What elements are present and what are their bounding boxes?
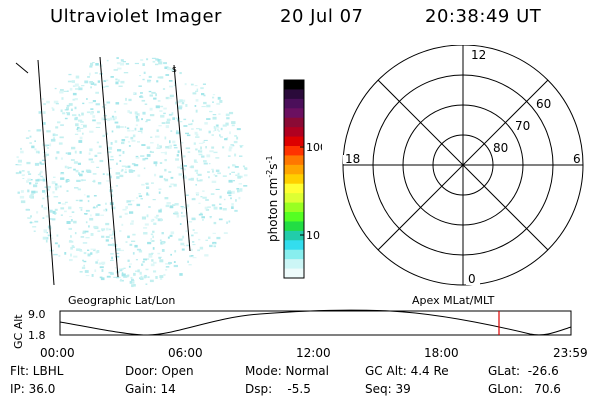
uv-image-panel: s <box>15 56 248 288</box>
mlt-label-bottom: 0 <box>468 272 476 286</box>
altitude-y-tick: 1.8 <box>28 329 46 342</box>
time-tick-label: 23:59 <box>553 346 588 360</box>
altitude-y-tick: 9.0 <box>28 308 46 321</box>
geo-longitude-line <box>99 56 119 278</box>
colorbar-band <box>284 108 304 119</box>
altitude-axis-title: GC Alt <box>12 314 25 349</box>
altitude-curve <box>59 309 572 336</box>
gc-alt-readout: GC Alt: 4.4 Re <box>365 364 449 378</box>
colorbar-axis-label: photon cm-2s-1 <box>265 155 280 242</box>
filter-readout: Flt: LBHL <box>10 364 64 378</box>
colorbar-band <box>284 127 304 138</box>
colorbar-gradient <box>284 80 304 279</box>
colorbar-band <box>284 240 304 251</box>
colorbar-band <box>284 89 304 100</box>
colorbar-band <box>284 230 304 241</box>
colorbar-band <box>284 183 304 194</box>
colorbar-band <box>284 164 304 175</box>
mlt-label-left: 18 <box>345 152 360 166</box>
polar-dial: 12 0 18 6 60 70 80 <box>342 45 584 286</box>
dsp-readout: Dsp: -5.5 <box>245 382 311 396</box>
mlat-ring-label: 60 <box>536 97 551 111</box>
colorbar-band <box>284 174 304 185</box>
geo-longitude-line <box>173 64 191 252</box>
colorbar-band <box>284 249 304 260</box>
mlat-ring-label: 80 <box>493 141 508 155</box>
colorbar-band <box>284 146 304 157</box>
image-marker-label: s <box>172 65 177 75</box>
colorbar-tick-label: 10 <box>306 229 320 242</box>
colorbar-band <box>284 117 304 128</box>
colorbar-band <box>284 193 304 204</box>
ip-readout: IP: 36.0 <box>10 382 56 396</box>
geo-longitude-line <box>37 59 55 286</box>
time-tick-label: 12:00 <box>296 346 331 360</box>
apex-section-title: Apex MLat/MLT <box>412 294 495 307</box>
colorbar-band <box>284 98 304 109</box>
colorbar-frame <box>283 79 305 279</box>
mode-readout: Mode: Normal <box>245 364 329 378</box>
time-tick-label: 06:00 <box>168 346 203 360</box>
seq-readout: Seq: 39 <box>365 382 411 396</box>
colorbar-band <box>284 155 304 166</box>
glon-readout: GLon: 70.6 <box>488 382 561 396</box>
altitude-plot-frame <box>59 310 572 336</box>
colorbar-band <box>284 259 304 270</box>
intensity-colorbar: 100 10 photon cm-2s-1 <box>265 79 322 279</box>
uv-emission-speckles <box>15 57 248 288</box>
observation-time: 20:38:49 UT <box>425 6 542 27</box>
mlat-ring-label: 70 <box>515 119 530 133</box>
colorbar-band <box>284 202 304 213</box>
mlt-label-top: 12 <box>471 48 486 62</box>
instrument-title: Ultraviolet Imager <box>50 6 222 27</box>
door-readout: Door: Open <box>125 364 194 378</box>
mlt-label-right: 6 <box>573 152 581 166</box>
glat-readout: GLat: -26.6 <box>488 364 559 378</box>
colorbar-band <box>284 268 304 279</box>
gain-readout: Gain: 14 <box>125 382 176 396</box>
edge-dash <box>15 62 29 74</box>
colorbar-tick-label: 100 <box>306 141 322 154</box>
observation-date: 20 Jul 07 <box>280 6 364 27</box>
colorbar-band <box>284 80 304 91</box>
polar-diagonal <box>377 79 549 251</box>
colorbar-band <box>284 212 304 223</box>
colorbar-band <box>284 221 304 232</box>
time-tick-label: 00:00 <box>40 346 75 360</box>
geographic-section-title: Geographic Lat/Lon <box>68 294 176 307</box>
gc-altitude-timeline: GC Alt 9.0 1.8 00:00 06:00 12:00 18:00 2… <box>12 308 588 360</box>
colorbar-band <box>284 136 304 147</box>
time-tick-label: 18:00 <box>424 346 459 360</box>
